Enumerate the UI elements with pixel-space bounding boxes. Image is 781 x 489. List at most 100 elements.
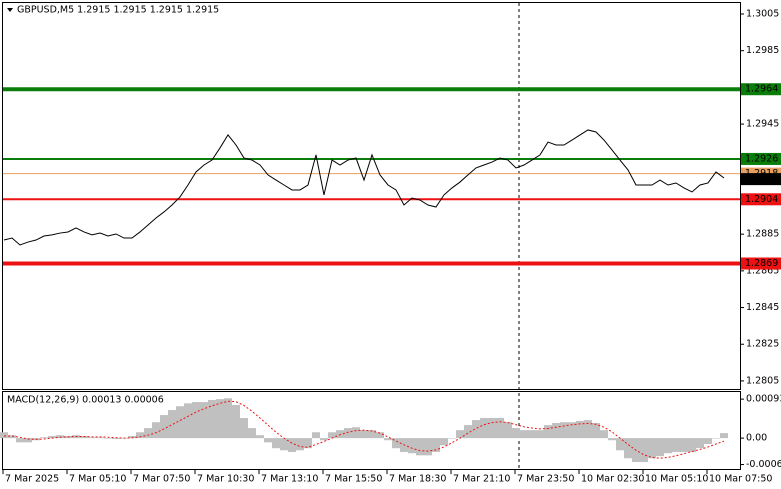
macd-bar [504, 422, 512, 439]
y-tick-label: 1.2845 [746, 302, 779, 313]
macd-bar [304, 438, 312, 449]
y-tick-label: 1.2825 [746, 339, 779, 350]
level-label-box [741, 193, 781, 206]
macd-bar [8, 435, 16, 439]
macd-bar [384, 438, 392, 441]
y-tick-label: 1.2805 [746, 375, 779, 386]
macd-bar [696, 438, 704, 449]
macd-bar [584, 420, 592, 439]
y-tick-label: -0.00063 [746, 459, 781, 470]
macd-bar [416, 438, 424, 456]
macd-bar [496, 418, 504, 439]
macd-bar [112, 438, 120, 439]
last-price-box [741, 173, 781, 186]
macd-bar [488, 418, 496, 439]
macd-bar [328, 432, 336, 439]
macd-bar [672, 438, 680, 452]
macd-bar [96, 437, 104, 439]
level-label: 1.2869 [745, 258, 778, 269]
macd-bar [664, 438, 672, 454]
macd-bar [608, 438, 616, 441]
macd-bar [40, 437, 48, 439]
macd-bar [720, 433, 728, 439]
macd-bar [296, 438, 304, 451]
x-tick-label: 7 Mar 21:10 [453, 474, 510, 485]
macd-bar [24, 438, 32, 443]
macd-bar [376, 432, 384, 439]
macd-bar [600, 430, 608, 439]
macd-bar [168, 410, 176, 439]
macd-bar [480, 418, 488, 439]
macd-bar [544, 425, 552, 439]
macd-bar [680, 438, 688, 452]
macd-bar [512, 428, 520, 439]
macd-bar [272, 438, 280, 449]
y-tick-label: 1.2945 [746, 119, 779, 130]
macd-bar [56, 435, 64, 439]
y-tick-label: 1.3005 [746, 9, 779, 20]
price-line [3, 129, 725, 246]
x-tick-label: 7 Mar 18:30 [389, 474, 446, 485]
macd-bar [152, 422, 160, 439]
macd-bar [448, 438, 456, 439]
level-label-box [741, 152, 781, 165]
macd-bar [80, 436, 88, 439]
macd-bar [232, 405, 240, 439]
x-tick-label: 7 Mar 2025 [5, 474, 59, 485]
macd-bar [208, 399, 216, 439]
macd-bar [160, 415, 168, 439]
level-label-box [741, 83, 781, 96]
macd-bar [368, 430, 376, 439]
macd-bar [224, 398, 232, 439]
level-label: 1.2926 [745, 153, 778, 164]
macd-bar [320, 438, 328, 441]
x-tick-label: 10 Mar 07:50 [709, 474, 772, 485]
macd-bar [312, 432, 320, 439]
macd-bar [176, 406, 184, 439]
y-tick-label: 0.00093 [746, 394, 781, 405]
macd-bar [88, 437, 96, 439]
y-tick-label: 1.2865 [746, 265, 779, 276]
macd-bar [16, 438, 24, 443]
macd-bar [464, 425, 472, 439]
macd-bar [520, 430, 528, 439]
macd-bar [568, 422, 576, 439]
macd-bar [264, 438, 272, 443]
menu-arrow [7, 8, 13, 12]
macd-bar [648, 438, 656, 459]
macd-bar [408, 438, 416, 454]
y-tick-label: 0.00 [746, 433, 767, 444]
macd-bar [704, 438, 712, 444]
macd-bar [432, 438, 440, 452]
x-tick-label: 10 Mar 02:30 [581, 474, 644, 485]
price-panel [2, 2, 741, 390]
macd-bar [144, 428, 152, 439]
last-price-label: 1.2915 [745, 174, 778, 185]
x-tick-label: 7 Mar 23:50 [517, 474, 574, 485]
macd-bar [552, 423, 560, 439]
macd-bar [528, 430, 536, 439]
x-tick-label: 7 Mar 05:10 [69, 474, 126, 485]
macd-bar [240, 418, 248, 439]
macd-bar [344, 428, 352, 439]
chart-title: GBPUSD,M5 1.2915 1.2915 1.2915 1.2915 [17, 5, 219, 16]
x-tick-label: 7 Mar 07:50 [133, 474, 190, 485]
macd-bar [352, 427, 360, 439]
macd-bar [184, 403, 192, 439]
macd-bar [656, 438, 664, 457]
macd-bar [536, 430, 544, 439]
macd-bar [440, 438, 448, 446]
macd-bar [560, 422, 568, 439]
macd-bar [336, 430, 344, 439]
macd-bar [456, 430, 464, 439]
macd-title: MACD(12,26,9) 0.00013 0.00006 [7, 395, 164, 406]
macd-bar [128, 436, 136, 439]
macd-bar [288, 438, 296, 452]
x-tick-label: 7 Mar 13:10 [261, 474, 318, 485]
macd-bar [360, 430, 368, 439]
level-label-box [741, 257, 781, 270]
macd-bar [688, 438, 696, 452]
macd-bar [424, 438, 432, 456]
y-tick-label: 1.2885 [746, 229, 779, 240]
level-label: 1.2964 [745, 84, 778, 95]
